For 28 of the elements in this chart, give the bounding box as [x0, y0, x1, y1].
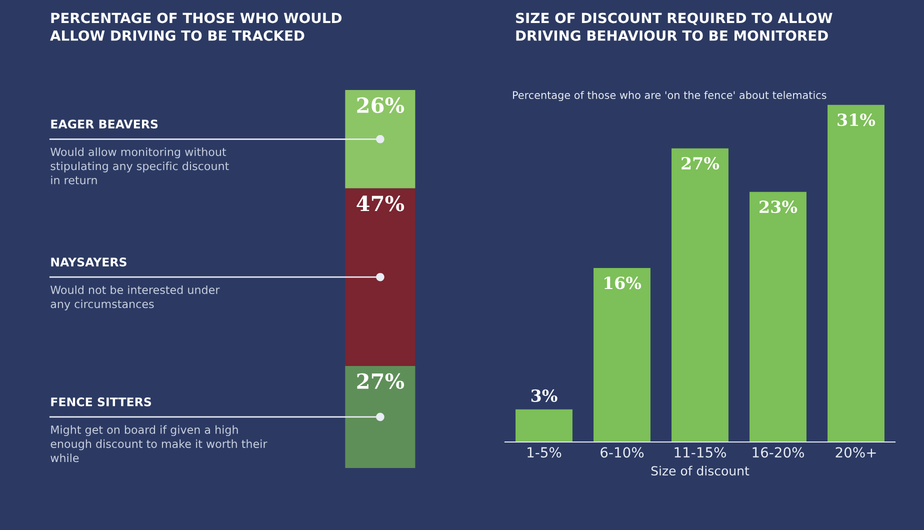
text: PERCENTAGE OF THOSE WHO WOULD ALLOW DRIVING TO BE TRACKED [50, 12, 342, 41]
text: Might get on board if given a high enough discount to make it worth their while [50, 425, 268, 462]
data-label: 27% [682, 156, 720, 170]
x-tick-label: 20%+ [836, 447, 876, 458]
bar [594, 268, 650, 442]
x-tick-label: 1-5% [528, 447, 562, 458]
data-label: 23% [760, 200, 798, 214]
text: EAGER BEAVERS [51, 120, 158, 129]
bar [828, 104, 884, 442]
data-label: 31% [838, 113, 876, 126]
data-label: 3% [531, 389, 558, 402]
text: NAYSAYERS [51, 258, 126, 266]
chart-title: SIZE OF DISCOUNT REQUIRED TO ALLOW DRIVING BEHAVIOUR TO BE MONITORED [516, 12, 832, 41]
x-tick-label: 6-10% [600, 447, 644, 458]
text: Would not be interested under any circumstances [50, 285, 220, 310]
text: FENCE SITTERS [51, 397, 152, 406]
bar [516, 409, 572, 442]
x-axis-title: Size of discount [651, 466, 750, 476]
text: Would allow monitoring without stipulating any specific discount in return [50, 147, 229, 184]
bar [672, 148, 728, 442]
data-label: 26% [357, 97, 404, 114]
bar [750, 192, 806, 442]
x-tick-label: 11-15% [674, 447, 726, 458]
chart-subtitle: Percentage of those who are 'on the fence' about telematics [513, 90, 826, 102]
data-label: 27% [357, 373, 404, 390]
x-tick-label: 16-20% [752, 447, 804, 458]
data-label: 16% [604, 276, 642, 290]
data-label: 47% [356, 196, 404, 212]
